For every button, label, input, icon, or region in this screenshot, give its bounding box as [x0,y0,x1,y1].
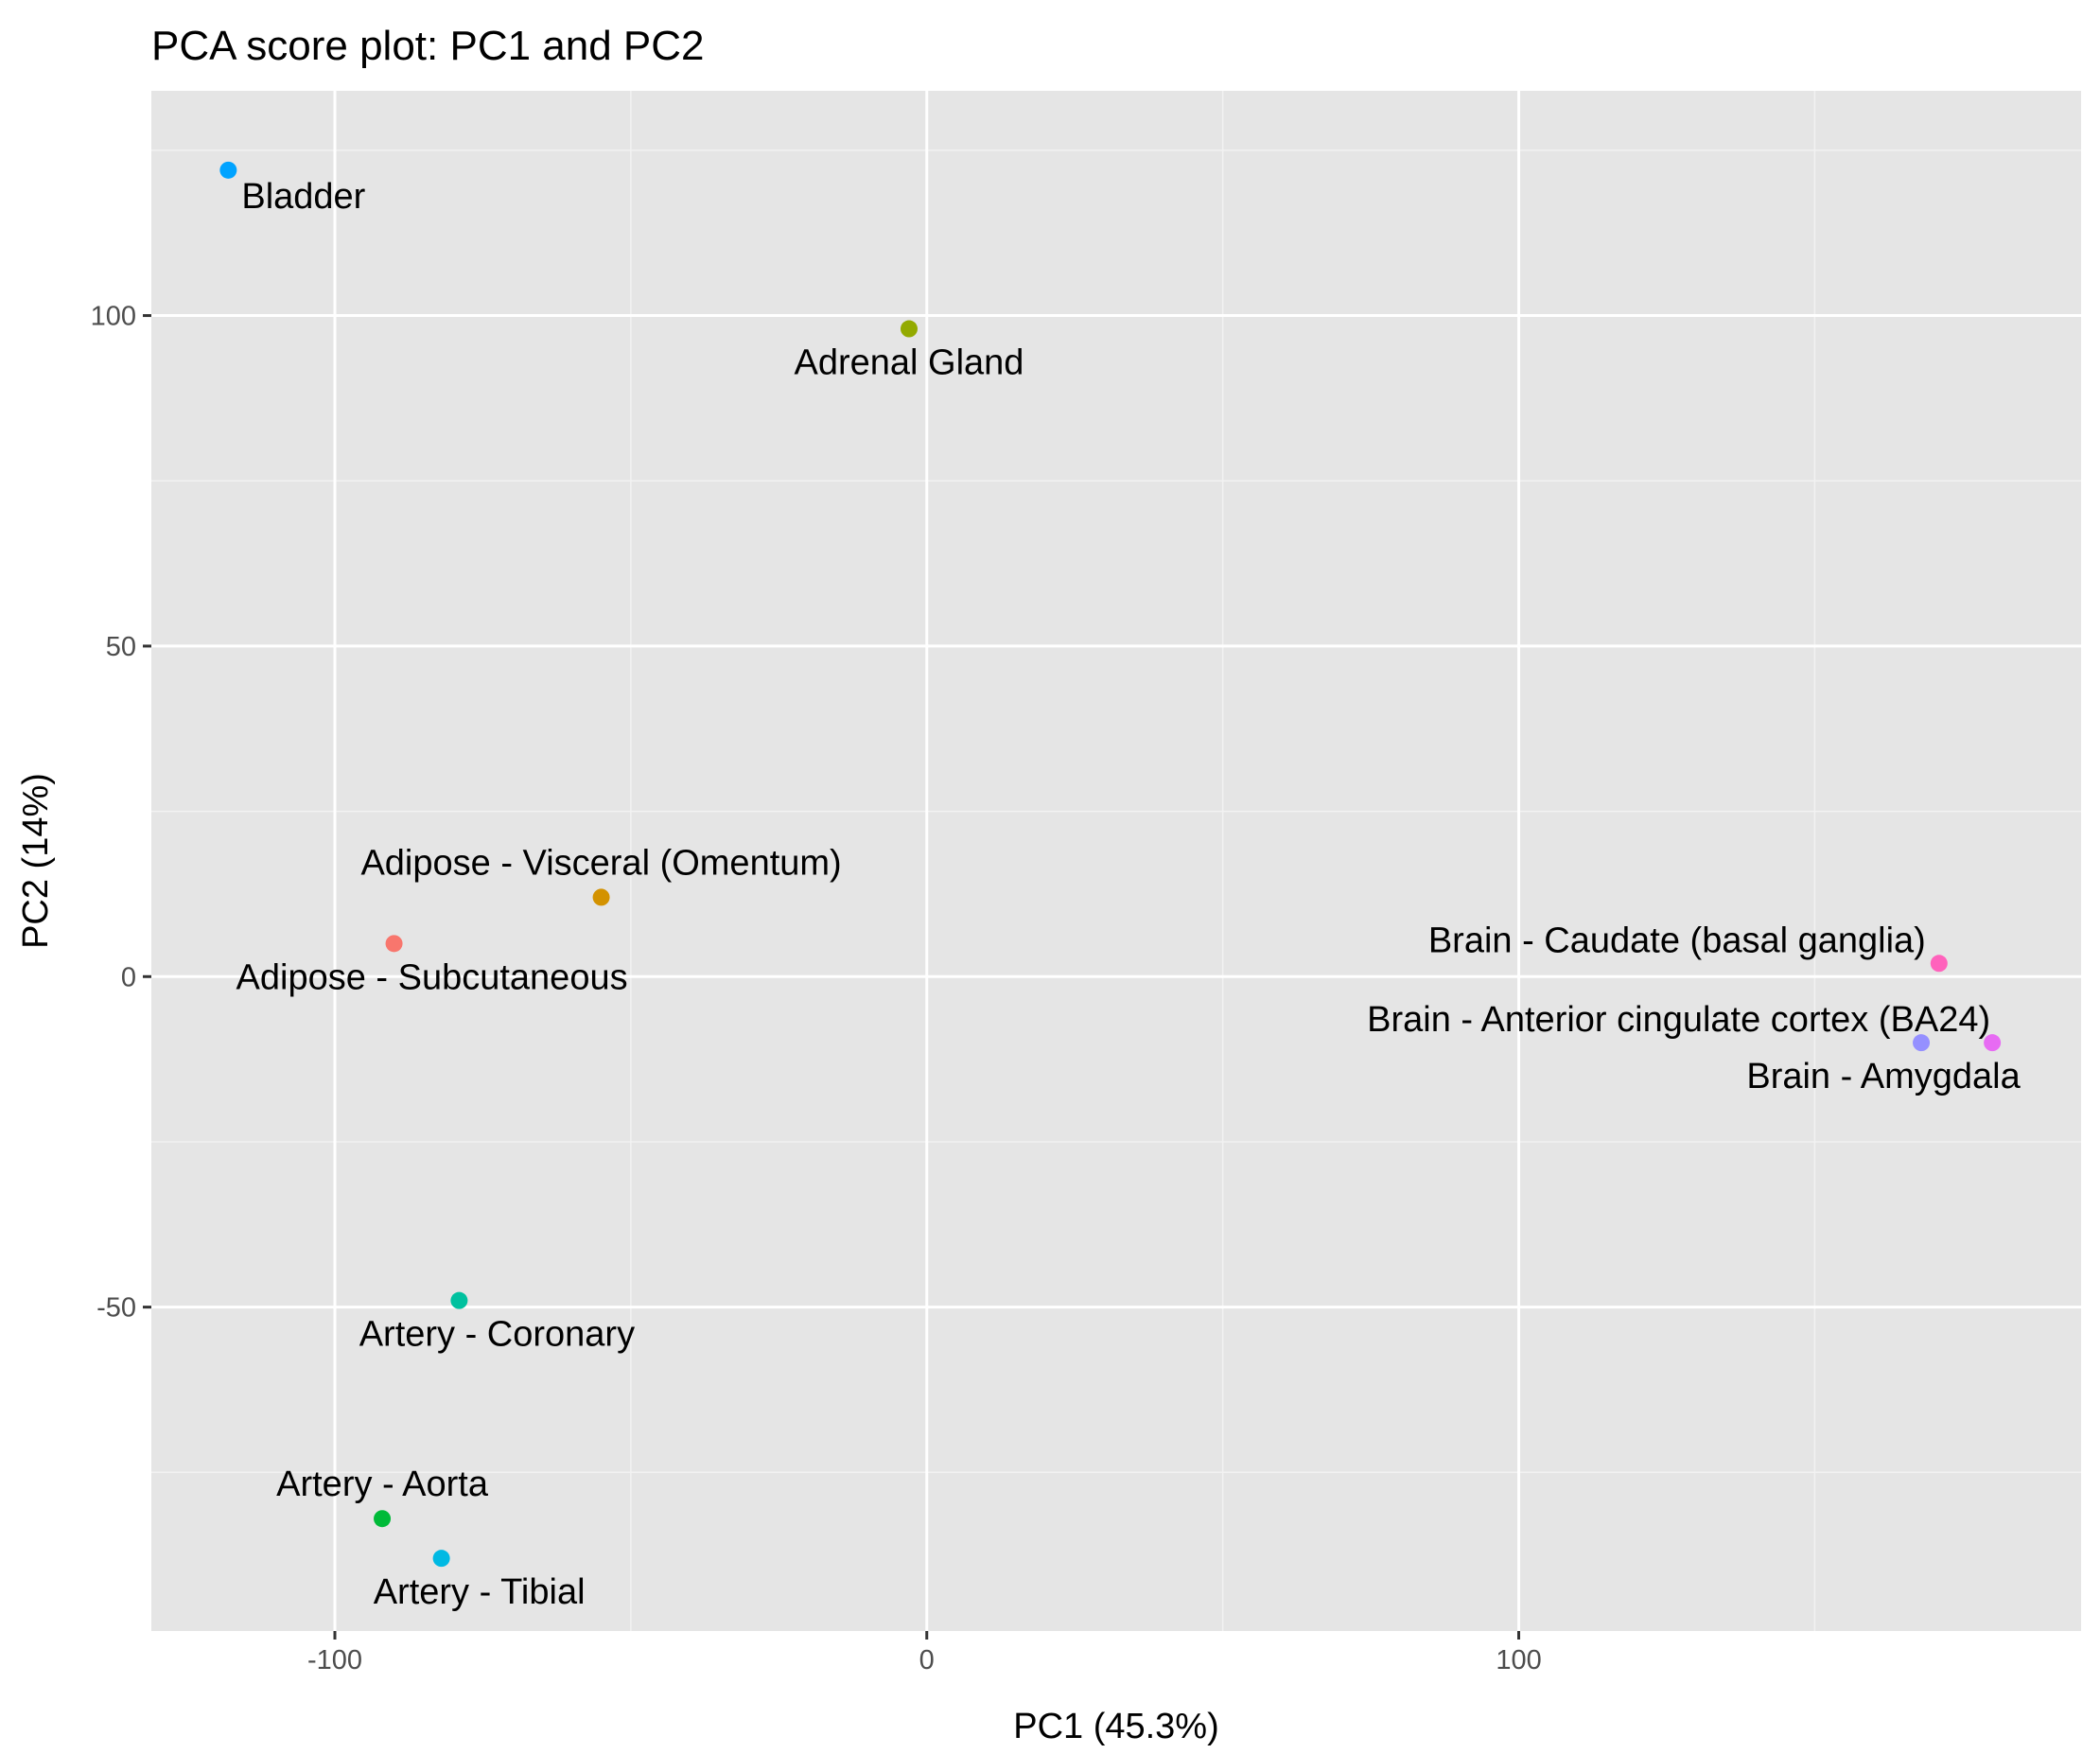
data-point [374,1510,392,1528]
data-label: Brain - Anterior cingulate cortex (BA24) [1367,1000,1990,1040]
data-point [900,320,918,338]
x-tick-label: 100 [1496,1645,1541,1675]
data-points [219,161,2002,1568]
data-point [432,1550,450,1568]
y-axis-ticks: -50 0 50 100 [91,302,151,1324]
data-point [450,1291,468,1309]
data-point [592,888,610,906]
y-tick-label: -50 [96,1293,136,1324]
chart-title: PCA score plot: PC1 and PC2 [151,23,705,69]
y-axis-title: PC2 (14%) [16,773,56,949]
data-label: Adipose - Visceral (Omentum) [360,843,841,883]
data-point [1930,955,1948,973]
x-axis-ticks: -100 0 100 [307,1631,1542,1675]
major-gridlines [151,91,2081,1631]
data-point [219,161,237,179]
data-point [1984,1034,2002,1052]
x-tick-label: -100 [307,1645,362,1675]
data-labels: Adipose - Subcutaneous Adipose - Visceral… [236,177,2021,1612]
data-label: Artery - Tibial [374,1572,586,1612]
data-label: Artery - Aorta [276,1465,489,1504]
data-label: Bladder [241,177,365,217]
x-axis-title: PC1 (45.3%) [1013,1707,1219,1746]
data-label: Brain - Amygdala [1746,1057,2021,1096]
minor-gridlines [151,91,2081,1631]
data-label: Brain - Caudate (basal ganglia) [1428,921,1926,960]
x-tick-label: 0 [919,1645,935,1675]
y-tick-label: 50 [106,632,136,662]
data-label: Artery - Coronary [359,1315,635,1355]
y-tick-label: 0 [121,962,136,992]
data-point [385,935,403,953]
plot-panel [151,91,2081,1631]
data-point [1913,1034,1931,1052]
y-tick-label: 100 [91,302,136,332]
data-label: Adipose - Subcutaneous [236,957,628,997]
data-label: Adrenal Gland [795,343,1024,383]
